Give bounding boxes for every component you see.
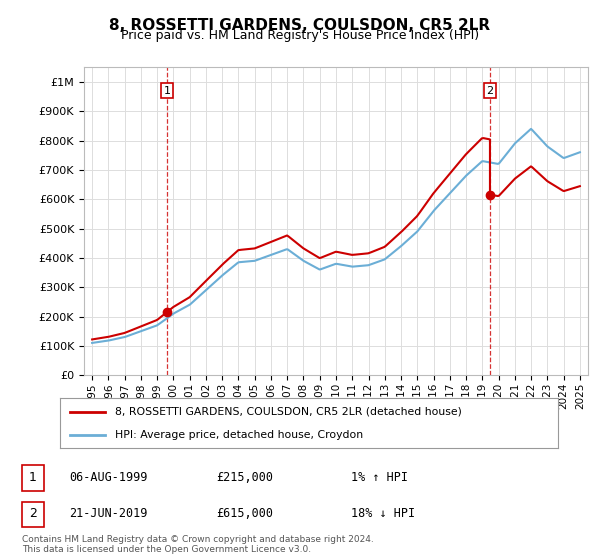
Text: 06-AUG-1999: 06-AUG-1999 <box>69 470 148 484</box>
Text: 2: 2 <box>29 507 37 520</box>
Text: HPI: Average price, detached house, Croydon: HPI: Average price, detached house, Croy… <box>115 431 363 440</box>
Text: Price paid vs. HM Land Registry's House Price Index (HPI): Price paid vs. HM Land Registry's House … <box>121 29 479 42</box>
Text: 18% ↓ HPI: 18% ↓ HPI <box>351 507 415 520</box>
Text: 1% ↑ HPI: 1% ↑ HPI <box>351 470 408 484</box>
Text: 8, ROSSETTI GARDENS, COULSDON, CR5 2LR (detached house): 8, ROSSETTI GARDENS, COULSDON, CR5 2LR (… <box>115 407 461 417</box>
Text: 21-JUN-2019: 21-JUN-2019 <box>69 507 148 520</box>
Text: 8, ROSSETTI GARDENS, COULSDON, CR5 2LR: 8, ROSSETTI GARDENS, COULSDON, CR5 2LR <box>109 18 491 33</box>
Text: £615,000: £615,000 <box>216 507 273 520</box>
Text: 1: 1 <box>163 86 170 96</box>
Text: £215,000: £215,000 <box>216 470 273 484</box>
Text: Contains HM Land Registry data © Crown copyright and database right 2024.
This d: Contains HM Land Registry data © Crown c… <box>22 535 373 554</box>
Text: 1: 1 <box>29 470 37 484</box>
Text: 2: 2 <box>487 86 494 96</box>
